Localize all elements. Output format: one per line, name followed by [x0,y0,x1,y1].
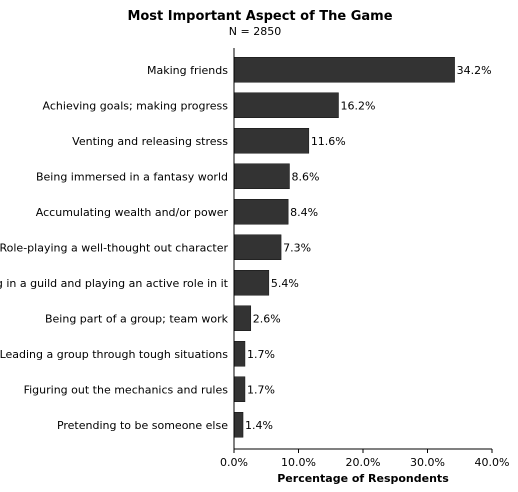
category-label: Making friends [147,64,228,77]
bar [233,376,246,402]
value-label: 2.6% [253,312,281,325]
x-tick-label: 0.0% [220,456,248,469]
value-label: 7.3% [283,241,311,254]
axes-group: 0.0% 10.0% 20.0% 30.0% 40.0% [220,48,509,469]
value-label: 11.6% [311,135,346,148]
category-label: Achieving goals; making progress [43,99,229,112]
category-label: Role-playing a well-thought out characte… [0,241,228,254]
category-label: Accumulating wealth and/or power [36,206,229,219]
value-label: 1.4% [245,419,273,432]
value-label: 8.6% [291,170,319,183]
category-label: Leading a group through tough situations [0,348,228,361]
category-label: Venting and releasing stress [72,135,228,148]
category-label: Being part of a group; team work [45,312,229,325]
bar [233,412,244,438]
category-label: Pretending to be someone else [57,419,228,432]
category-label: Being immersed in a fantasy world [36,170,228,183]
x-tick-label: 20.0% [346,456,381,469]
category-label: Being in a guild and playing an active r… [0,277,229,290]
value-label: 34.2% [457,64,492,77]
bar [233,234,282,260]
value-label: 5.4% [271,277,299,290]
chart-title: Most Important Aspect of The Game [127,9,392,24]
x-axis-title: Percentage of Respondents [277,472,449,485]
bar [233,305,252,331]
chart-subtitle: N = 2850 [229,25,281,38]
x-tick-label: 10.0% [281,456,316,469]
bar [233,199,289,225]
x-tick-label: 40.0% [475,456,510,469]
bar [233,163,290,189]
x-tick-label: 30.0% [410,456,445,469]
bar [233,341,246,367]
bar [233,57,455,83]
bars-group: Making friends 34.2% Achieving goals; maki… [0,57,492,438]
bar [233,270,270,296]
category-label: Figuring out the mechanics and rules [24,383,229,396]
value-label: 1.7% [247,383,275,396]
value-label: 16.2% [340,99,375,112]
value-label: 8.4% [290,206,318,219]
value-label: 1.7% [247,348,275,361]
bar [233,128,310,154]
bar [233,92,339,118]
